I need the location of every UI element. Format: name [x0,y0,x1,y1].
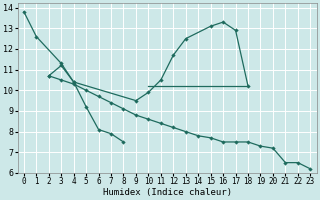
X-axis label: Humidex (Indice chaleur): Humidex (Indice chaleur) [103,188,232,197]
